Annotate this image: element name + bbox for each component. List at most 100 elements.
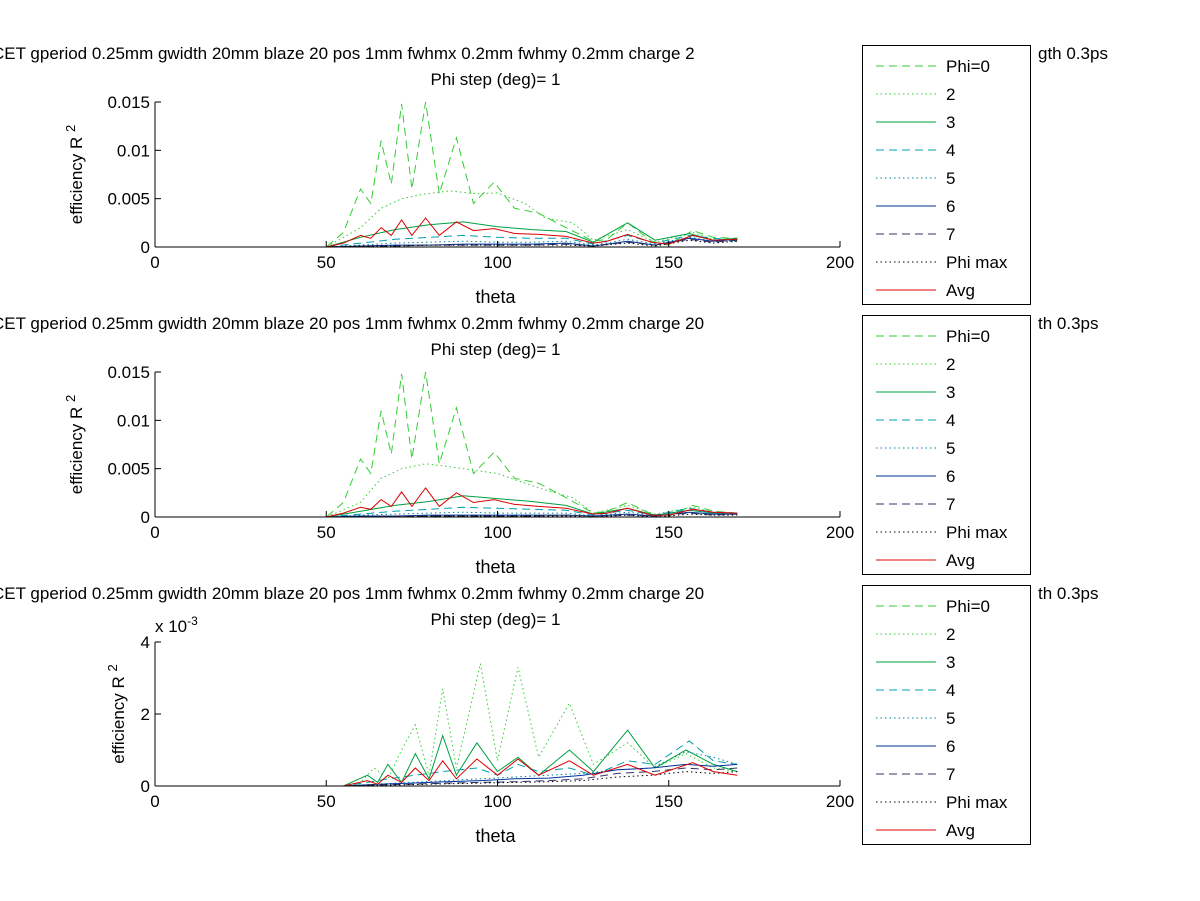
legend-box <box>862 585 1031 845</box>
chart-subtitle: Phi step (deg)= 1 <box>431 70 561 89</box>
x-tick-label: 100 <box>483 253 511 272</box>
y-exponent-sup: -3 <box>187 614 198 628</box>
y-tick-label: 0.01 <box>117 141 150 160</box>
chart-title-tail: th 0.3ps <box>1038 584 1099 603</box>
legend-entry: Phi max <box>946 793 1008 812</box>
series-line-avg <box>223 758 738 787</box>
y-tick-label: 0 <box>141 777 150 796</box>
y-axis-label: efficiency R 2 <box>105 664 128 764</box>
y-tick-label: 0.005 <box>107 460 150 479</box>
chart-panel-3: 0 50 100 150 200 0 2 4 x 10-3 theta efficiency R 2… <box>0 584 1099 846</box>
plot-area <box>155 372 840 517</box>
legend-box <box>862 315 1031 575</box>
legend-entry: 6 <box>946 737 955 756</box>
legend-box <box>862 45 1031 305</box>
legend-entry: 3 <box>946 653 955 672</box>
legend-entry: 4 <box>946 411 955 430</box>
legend: Phi=0 2 3 4 5 6 7 Phi max Avg <box>862 315 1031 575</box>
legend-entry: 5 <box>946 439 955 458</box>
series-line-4 <box>223 740 738 787</box>
legend-entry: Phi=0 <box>946 597 990 616</box>
plot-area <box>155 102 840 247</box>
x-tick-label: 150 <box>655 253 683 272</box>
series-line-4 <box>223 234 738 248</box>
chart-title-tail: th 0.3ps <box>1038 314 1099 333</box>
x-tick-label: 0 <box>150 253 159 272</box>
y-axis-label-sup: 2 <box>63 395 78 402</box>
y-axis-label-sup: 2 <box>63 125 78 132</box>
y-tick-label: 2 <box>141 705 150 724</box>
legend-entry: 2 <box>946 85 955 104</box>
chart-subtitle: Phi step (deg)= 1 <box>431 340 561 359</box>
x-tick-label: 0 <box>150 792 159 811</box>
y-axis-label: efficiency R 2 <box>63 395 86 495</box>
plot-area <box>155 642 840 786</box>
x-tick-label: 150 <box>655 792 683 811</box>
y-tick-label: 0.015 <box>107 363 150 382</box>
series-line-avg <box>223 217 738 248</box>
x-tick-label: 100 <box>483 523 511 542</box>
y-axis-label-sup: 2 <box>105 664 120 671</box>
y-axis-label: efficiency R 2 <box>63 125 86 225</box>
legend-entry: 4 <box>946 141 955 160</box>
series-line-3 <box>223 729 738 787</box>
series-line-phi-max <box>223 239 738 248</box>
series-line-5 <box>223 236 738 248</box>
x-axis-label: theta <box>475 557 516 577</box>
series-line-4 <box>223 506 738 518</box>
x-tick-label: 50 <box>317 523 336 542</box>
legend-entry: 2 <box>946 625 955 644</box>
legend-entry: 7 <box>946 225 955 244</box>
x-tick-label: 150 <box>655 523 683 542</box>
x-tick-label: 200 <box>826 253 854 272</box>
y-tick-label: 0 <box>141 508 150 527</box>
legend-entry: 2 <box>946 355 955 374</box>
legend-entry: 6 <box>946 467 955 486</box>
chart-panel-1: 0 50 100 150 200 0 0.005 0.01 0.015 theta efficien… <box>0 44 1108 307</box>
series-line-7 <box>223 767 738 787</box>
legend-entry: 3 <box>946 383 955 402</box>
series-line-5 <box>223 509 738 518</box>
x-tick-label: 50 <box>317 253 336 272</box>
legend-entry: Phi=0 <box>946 57 990 76</box>
y-tick-label: 0.015 <box>107 93 150 112</box>
x-tick-label: 200 <box>826 523 854 542</box>
x-axis-label: theta <box>475 287 516 307</box>
y-tick-label: 4 <box>141 633 150 652</box>
y-tick-label: 0 <box>141 238 150 257</box>
x-axis-label: theta <box>475 826 516 846</box>
legend-entry: 6 <box>946 197 955 216</box>
legend-entry: 4 <box>946 681 955 700</box>
legend-entry: 5 <box>946 169 955 188</box>
chart-title: CET gperiod 0.25mm gwidth 20mm blaze 20 … <box>0 314 704 333</box>
series-line-avg <box>223 487 738 518</box>
legend-entry: 5 <box>946 709 955 728</box>
legend-entry: Phi=0 <box>946 327 990 346</box>
series-line-6 <box>223 511 738 518</box>
chart-subtitle: Phi step (deg)= 1 <box>431 610 561 629</box>
y-exponent-label: x 10-3 <box>155 614 198 636</box>
legend-entry: 7 <box>946 495 955 514</box>
legend-entry: 7 <box>946 765 955 784</box>
x-tick-label: 100 <box>483 792 511 811</box>
y-tick-label: 0.005 <box>107 190 150 209</box>
series-line-2 <box>223 663 738 787</box>
legend-entry: Avg <box>946 821 975 840</box>
legend-entry: 3 <box>946 113 955 132</box>
chart-panel-2: 0 50 100 150 200 0 0.005 0.01 0.015 theta efficien… <box>0 314 1099 577</box>
series-line-6 <box>223 763 738 787</box>
chart-title: CET gperiod 0.25mm gwidth 20mm blaze 20 … <box>0 584 704 603</box>
series-line-phi-0 <box>223 101 738 248</box>
legend: Phi=0 2 3 4 5 6 7 Phi max Avg <box>862 45 1031 305</box>
series-line-phi-max <box>223 513 738 518</box>
y-tick-label: 0.01 <box>117 411 150 430</box>
series-line-3 <box>223 221 738 248</box>
series-line-5 <box>223 751 738 787</box>
chart-title: CET gperiod 0.25mm gwidth 20mm blaze 20 … <box>0 44 695 63</box>
series-line-phi-0 <box>223 371 738 518</box>
chart-title-tail: gth 0.3ps <box>1038 44 1108 63</box>
x-tick-label: 200 <box>826 792 854 811</box>
legend: Phi=0 2 3 4 5 6 7 Phi max Avg <box>862 585 1031 845</box>
legend-entry: Phi max <box>946 523 1008 542</box>
